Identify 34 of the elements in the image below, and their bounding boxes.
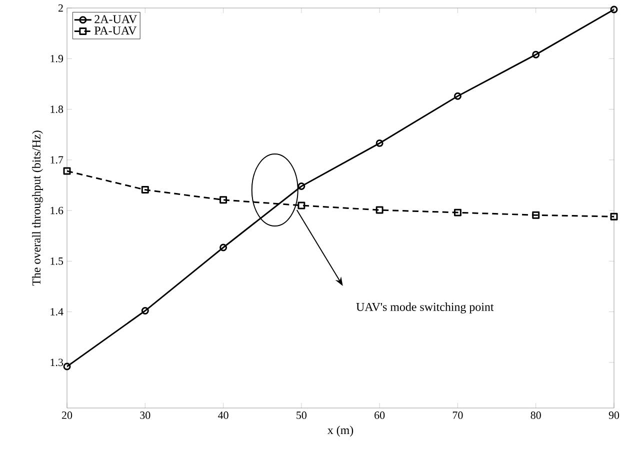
y-tick-label: 1.6 [50,206,64,214]
x-tick-label: 90 [608,412,620,419]
point [141,307,149,315]
point [298,182,306,190]
y-tick-label: 1.4 [50,308,64,316]
x-tick-label: 40 [218,412,228,419]
x-tick-label: 70 [452,412,463,419]
y-tick-label: 1.7 [50,156,64,164]
point [220,244,228,252]
y-tick-label: 1.8 [50,106,64,113]
point [63,167,71,175]
point [376,139,384,147]
point [532,211,540,219]
legend-label: PA-UAV [94,26,137,35]
point [610,212,618,220]
point [376,206,384,214]
annotation: UAV's mode switching point [356,302,494,314]
point [141,186,149,194]
x-axis-title: x (m) [327,426,354,437]
y-tick-label: 2 [58,4,63,12]
point [454,208,462,216]
point [454,92,462,100]
x-tick-label: 80 [530,412,541,419]
x-tick-label: 30 [140,412,150,419]
y-tick-label: 1.5 [50,257,64,265]
point [532,50,540,58]
x-tick-label: 20 [62,412,72,419]
y-tick-label: 1.3 [50,358,64,366]
x-tick-label: 50 [296,412,306,419]
legend-label: 2A-UAV [94,15,137,24]
y-axis-title: The overall throughput (bits/Hz) [32,130,43,286]
point [220,196,228,204]
y-tick-label: 1.9 [50,54,64,62]
x-tick-label: 60 [374,412,385,419]
